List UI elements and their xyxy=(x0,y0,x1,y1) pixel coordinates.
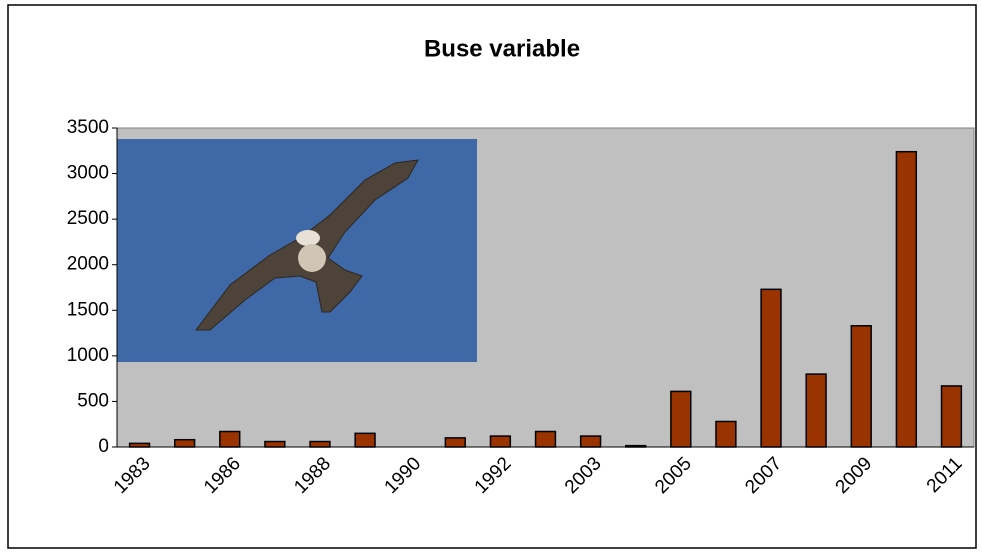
bar xyxy=(355,433,375,447)
y-tick-label: 2000 xyxy=(67,254,109,275)
y-tick-label: 500 xyxy=(77,390,109,411)
bar xyxy=(265,442,285,447)
bar xyxy=(806,374,826,447)
y-tick-label: 0 xyxy=(98,436,109,457)
bar xyxy=(445,438,465,447)
bar xyxy=(851,326,871,447)
bar xyxy=(581,436,601,447)
y-tick-label: 3000 xyxy=(67,163,109,184)
hawk-photo xyxy=(117,139,477,362)
bar xyxy=(536,432,556,447)
bar xyxy=(220,432,240,447)
bar xyxy=(761,289,781,447)
bar xyxy=(490,436,510,447)
bar xyxy=(626,446,646,447)
chart: Buse variable 0 500 1000 1500 2000 2500 3000 35… xyxy=(0,0,982,557)
bar xyxy=(310,442,330,447)
chart-title: Buse variable xyxy=(424,35,580,62)
y-tick-label: 3500 xyxy=(67,117,109,138)
bar xyxy=(130,443,150,447)
y-tick-label: 1000 xyxy=(67,345,109,366)
bar xyxy=(175,440,195,447)
bar xyxy=(942,386,962,447)
y-tick-label: 1500 xyxy=(67,299,109,320)
bar xyxy=(716,421,736,447)
bar xyxy=(671,391,691,447)
y-tick-label: 2500 xyxy=(67,208,109,229)
bar xyxy=(896,152,916,447)
